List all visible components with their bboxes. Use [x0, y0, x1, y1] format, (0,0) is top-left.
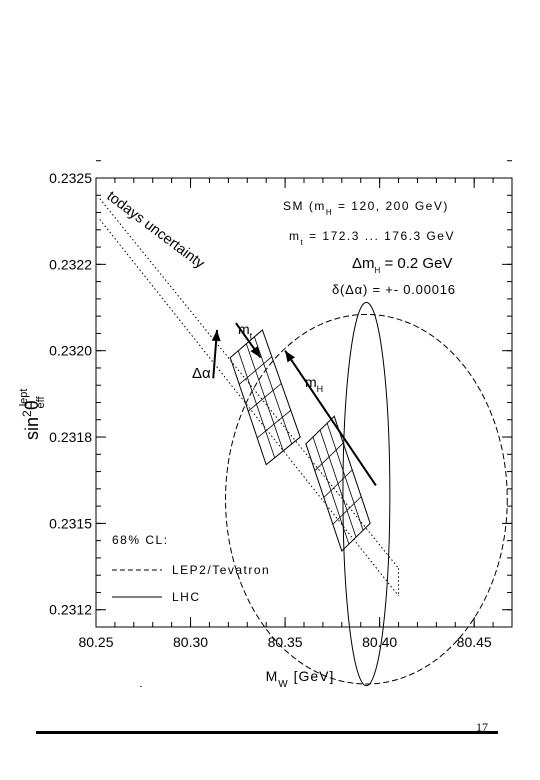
page-number: 17	[476, 720, 488, 734]
stray-dot	[140, 686, 142, 687]
uncertainty-band	[99, 198, 400, 597]
y-tick-label: 0.2318	[49, 429, 92, 445]
y-axis-title: sin2θlept eff	[18, 389, 47, 440]
y-tick-label: 0.2312	[49, 602, 92, 618]
y-tick-label: 0.2315	[49, 515, 92, 531]
legend-title: 68% CL:	[112, 533, 169, 547]
sm-grid-line	[319, 430, 357, 538]
ellipse-lep2-tevatron	[225, 313, 508, 685]
band-upper-edge	[99, 198, 399, 569]
arrow-mh-label: mH	[305, 374, 323, 394]
parameter-arrows	[211, 322, 377, 486]
arrow-mt-head	[250, 346, 261, 358]
arrow-mh	[284, 350, 377, 486]
arrow-da-label: Δα	[192, 365, 211, 382]
legend-entry-lep2: LEP2/Tevatron	[172, 563, 270, 577]
ellipse-lhc	[342, 301, 391, 687]
band-label: todays uncertainty	[104, 188, 208, 272]
dda-label: δ(Δα) = +- 0.00016	[332, 282, 456, 297]
dmh-label: ΔmH = 0.2 GeV	[352, 255, 452, 275]
sm-grid-line	[326, 423, 364, 531]
sm-grid-line	[332, 496, 362, 525]
arrow-mt-label: mt	[238, 321, 253, 341]
sm-mh-label: SM (mH = 120, 200 GeV)	[283, 199, 449, 217]
sm-grid-line	[256, 409, 292, 439]
band-lower-edge	[99, 219, 399, 597]
sm-mt-label: mt = 172.3 ... 176.3 GeV	[289, 229, 455, 247]
arrow-da-head	[211, 329, 221, 342]
x-axis-title: MW [GeV]	[266, 668, 335, 690]
legend: 68% CL: LEP2/Tevatron LHC	[112, 533, 270, 604]
y-tick-label: 0.2322	[49, 256, 92, 272]
y-tick-label: 0.2325	[49, 170, 92, 186]
x-tick-label: 80.40	[362, 634, 397, 650]
x-tick-label: 80.35	[268, 634, 303, 650]
footer-rule	[36, 731, 498, 734]
sm-parallelogram-mh200	[305, 415, 371, 552]
y-tick-label: 0.2320	[49, 343, 92, 359]
sm-grid-line	[245, 343, 284, 451]
x-axis-ticks: 80.25 80.30 80.35 80.40 80.45	[78, 178, 494, 650]
y-axis-ticks: 0.2325 0.2322 0.2320 0.2318 0.2315 0.2312	[49, 160, 512, 618]
legend-entry-lhc: LHC	[172, 590, 201, 604]
sm-predictions	[229, 329, 371, 552]
sm-parallelogram-mh120	[229, 329, 301, 466]
x-tick-label: 80.25	[78, 634, 113, 650]
arrow-mh-head	[285, 350, 295, 363]
sm-grid-line	[253, 336, 293, 445]
x-tick-label: 80.45	[457, 634, 492, 650]
confidence-ellipses	[225, 301, 508, 687]
x-tick-label: 80.30	[173, 634, 208, 650]
